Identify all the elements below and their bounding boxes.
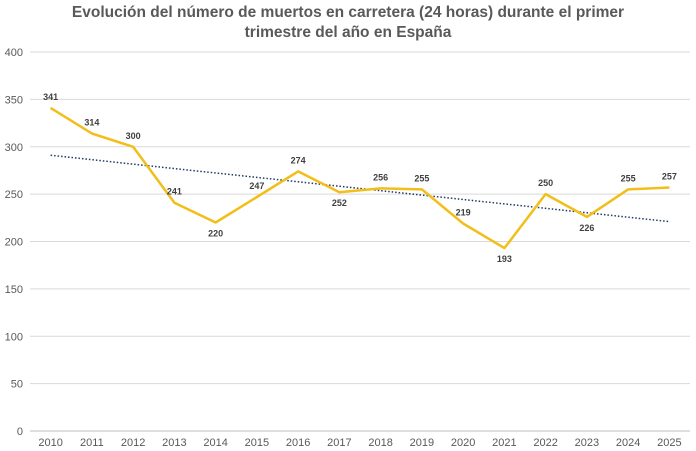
series-line bbox=[49, 106, 670, 250]
data-label-2023: 226 bbox=[579, 223, 594, 233]
x-tick-label-2014: 2014 bbox=[203, 437, 227, 449]
data-label-2016: 274 bbox=[291, 155, 306, 165]
y-tick-label-400: 400 bbox=[5, 47, 23, 59]
x-tick-label-2020: 2020 bbox=[451, 437, 475, 449]
chart-title: Evolución del número de muertos en carre… bbox=[0, 3, 696, 43]
x-tick-label-2019: 2019 bbox=[410, 437, 434, 449]
y-tick-label-300: 300 bbox=[5, 142, 23, 154]
x-tick-label-2023: 2023 bbox=[575, 437, 599, 449]
y-axis-labels: 0 50 100 150 200 250 300 350 400 bbox=[5, 47, 23, 438]
series-layer bbox=[49, 106, 670, 250]
y-tick-label-0: 0 bbox=[17, 426, 23, 438]
data-label-2011: 314 bbox=[84, 117, 99, 127]
gridlines bbox=[30, 51, 690, 432]
x-tick-label-2016: 2016 bbox=[286, 437, 310, 449]
trendline bbox=[50, 154, 670, 223]
x-tick-label-2018: 2018 bbox=[368, 437, 392, 449]
data-label-2021: 193 bbox=[497, 254, 512, 264]
data-label-2025: 257 bbox=[662, 171, 677, 181]
x-tick-label-2024: 2024 bbox=[616, 437, 640, 449]
data-label-2010: 341 bbox=[43, 92, 58, 102]
y-tick-label-100: 100 bbox=[5, 331, 23, 343]
data-label-2017: 252 bbox=[332, 198, 347, 208]
x-tick-label-2017: 2017 bbox=[327, 437, 351, 449]
trendline-layer bbox=[50, 154, 670, 223]
x-tick-label-2011: 2011 bbox=[80, 437, 104, 449]
chart-title-line-1: Evolución del número de muertos en carre… bbox=[71, 4, 625, 21]
y-tick-label-200: 200 bbox=[5, 237, 23, 249]
x-tick-label-2025: 2025 bbox=[657, 437, 681, 449]
data-label-2013: 241 bbox=[167, 187, 182, 197]
y-tick-label-150: 150 bbox=[5, 284, 23, 296]
x-tick-label-2013: 2013 bbox=[162, 437, 186, 449]
y-tick-label-250: 250 bbox=[5, 189, 23, 201]
data-label-2020: 219 bbox=[456, 207, 471, 217]
data-label-2018: 256 bbox=[373, 172, 388, 182]
chart-title-line-2: trimestre del año en España bbox=[244, 24, 452, 41]
x-tick-label-2015: 2015 bbox=[245, 437, 269, 449]
y-tick-label-350: 350 bbox=[5, 94, 23, 106]
x-tick-label-2012: 2012 bbox=[121, 437, 145, 449]
data-label-2022: 250 bbox=[538, 178, 553, 188]
data-label-2019: 255 bbox=[414, 173, 429, 183]
x-tick-label-2022: 2022 bbox=[533, 437, 557, 449]
data-labels: 341 314 300 241 220 247 274 252 256 255 219 193 250 2… bbox=[43, 92, 677, 264]
x-tick-label-2021: 2021 bbox=[492, 437, 516, 449]
data-label-2024: 255 bbox=[621, 173, 636, 183]
x-tick-label-2010: 2010 bbox=[38, 437, 62, 449]
x-axis-labels: 2010 2011 2012 2013 2014 2015 2016 2017 2018 2019… bbox=[38, 437, 681, 449]
data-label-2015: 247 bbox=[249, 181, 264, 191]
y-tick-label-50: 50 bbox=[11, 379, 23, 391]
data-label-2014: 220 bbox=[208, 229, 223, 239]
data-label-2012: 300 bbox=[126, 131, 141, 141]
